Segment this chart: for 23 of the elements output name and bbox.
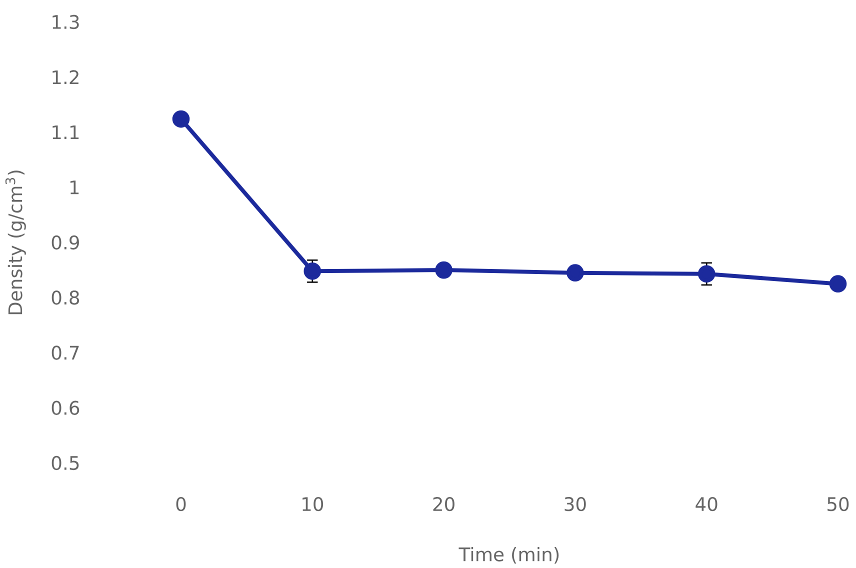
x-tick-label: 10	[302, 497, 324, 512]
y-tick-label: 1.2	[52, 70, 78, 84]
point	[829, 275, 847, 293]
y-axis-title: Density (g/cm$^{3}$)	[5, 170, 26, 314]
x-tick-label: 0	[176, 497, 186, 512]
y-tick-label: 1.1	[52, 125, 79, 140]
point	[304, 262, 322, 280]
y-tick-label: 0.6	[52, 400, 80, 415]
x-tick-label: 20	[433, 497, 454, 512]
point	[698, 265, 716, 283]
y-tick-label: 1	[70, 180, 79, 194]
point	[435, 261, 452, 279]
point	[172, 110, 190, 128]
x-axis-title: Time (min)	[458, 546, 559, 564]
point	[566, 264, 584, 282]
y-tick-label: 0.5	[52, 456, 79, 470]
x-tick-label: 50	[828, 497, 849, 512]
y-tick-label: 0.8	[52, 290, 80, 305]
y-tick-label: 0.9	[52, 235, 79, 250]
y-tick-label: 1.3	[52, 14, 79, 30]
x-tick-label: 40	[696, 497, 718, 512]
y-tick-label: 0.7	[52, 346, 79, 360]
x-tick-label: 30	[564, 497, 586, 512]
